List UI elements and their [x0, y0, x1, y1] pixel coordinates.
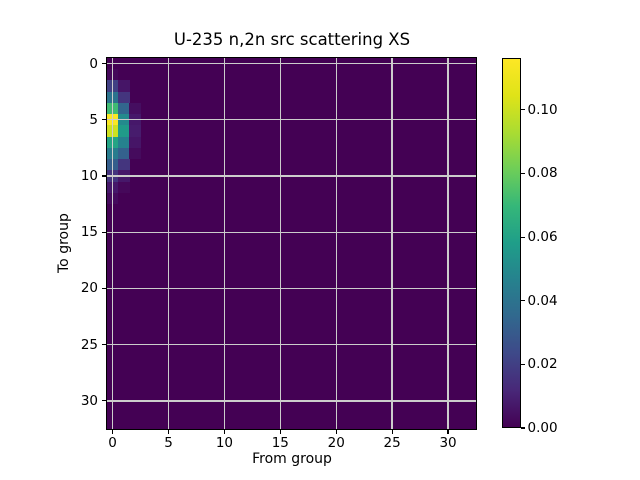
heatmap-cell — [129, 102, 141, 115]
x-tick-mark — [279, 430, 281, 434]
heatmap-axes — [106, 57, 477, 430]
y-tick-label: 25 — [80, 336, 98, 353]
x-tick-mark — [223, 430, 225, 434]
heatmap-cell — [118, 125, 130, 137]
x-tick-label: 30 — [439, 435, 457, 451]
gridline-vertical — [167, 58, 170, 429]
y-tick-mark — [102, 344, 106, 346]
y-tick-label: 20 — [80, 280, 98, 297]
heatmap-cell — [129, 147, 141, 160]
gridline-horizontal — [107, 231, 476, 233]
y-tick-mark — [102, 63, 106, 65]
colorbar-tick-label: 0.04 — [527, 292, 558, 309]
gridline-horizontal — [107, 400, 476, 402]
x-axis-label: From group — [252, 451, 332, 467]
gridline-vertical — [391, 58, 393, 429]
y-tick-mark — [102, 175, 106, 177]
heatmap-cell — [129, 136, 141, 149]
colorbar-tick-label: 0.06 — [527, 229, 558, 246]
y-tick-label: 15 — [80, 224, 98, 241]
colorbar-tick-mark — [521, 236, 525, 238]
gridline-horizontal — [107, 344, 476, 346]
gridline-horizontal — [107, 287, 476, 290]
colorbar-tick-mark — [521, 109, 525, 111]
heatmap-cell — [129, 125, 141, 137]
x-tick-mark — [167, 430, 170, 434]
heatmap-cell — [118, 102, 130, 115]
y-tick-mark — [102, 231, 106, 233]
x-tick-mark — [111, 430, 114, 434]
gridline-vertical — [279, 58, 281, 429]
gridline-horizontal — [107, 175, 476, 177]
x-tick-label: 15 — [271, 435, 289, 451]
y-tick-label: 0 — [89, 55, 98, 72]
colorbar — [502, 58, 521, 428]
y-tick-label: 30 — [80, 392, 98, 409]
chart-title: U-235 n,2n src scattering XS — [173, 30, 411, 49]
gridline-vertical — [335, 58, 337, 429]
y-tick-label: 5 — [89, 111, 98, 128]
gridline-vertical — [111, 58, 114, 429]
heatmap-cell — [118, 159, 130, 171]
gridline-vertical — [223, 58, 226, 429]
colorbar-tick-label: 0.10 — [527, 101, 558, 118]
gridline-horizontal — [107, 62, 476, 65]
colorbar-tick-mark — [521, 427, 525, 429]
heatmap-cell — [118, 91, 130, 104]
x-tick-mark — [335, 430, 337, 434]
colorbar-tick-label: 0.08 — [527, 165, 558, 182]
x-tick-label: 5 — [164, 435, 173, 451]
y-tick-mark — [102, 119, 106, 121]
y-tick-label: 10 — [80, 168, 98, 185]
heatmap-cell — [118, 80, 130, 93]
colorbar-tick-mark — [521, 363, 525, 365]
colorbar-tick-label: 0.00 — [527, 420, 558, 436]
gridline-horizontal — [107, 119, 476, 121]
x-tick-label: 20 — [327, 435, 345, 451]
x-tick-label: 10 — [215, 435, 233, 451]
heatmap-cell — [118, 136, 130, 149]
y-tick-mark — [102, 400, 106, 402]
x-tick-label: 0 — [108, 435, 117, 451]
x-tick-label: 25 — [383, 435, 401, 451]
heatmap-cell — [118, 181, 130, 194]
x-tick-mark — [447, 430, 449, 434]
heatmap-cell — [118, 147, 130, 160]
y-tick-mark — [102, 287, 106, 290]
colorbar-tick-mark — [521, 300, 525, 302]
colorbar-tick-label: 0.02 — [527, 356, 558, 373]
gridline-vertical — [447, 58, 449, 429]
colorbar-tick-mark — [521, 172, 525, 175]
x-tick-mark — [391, 430, 393, 434]
